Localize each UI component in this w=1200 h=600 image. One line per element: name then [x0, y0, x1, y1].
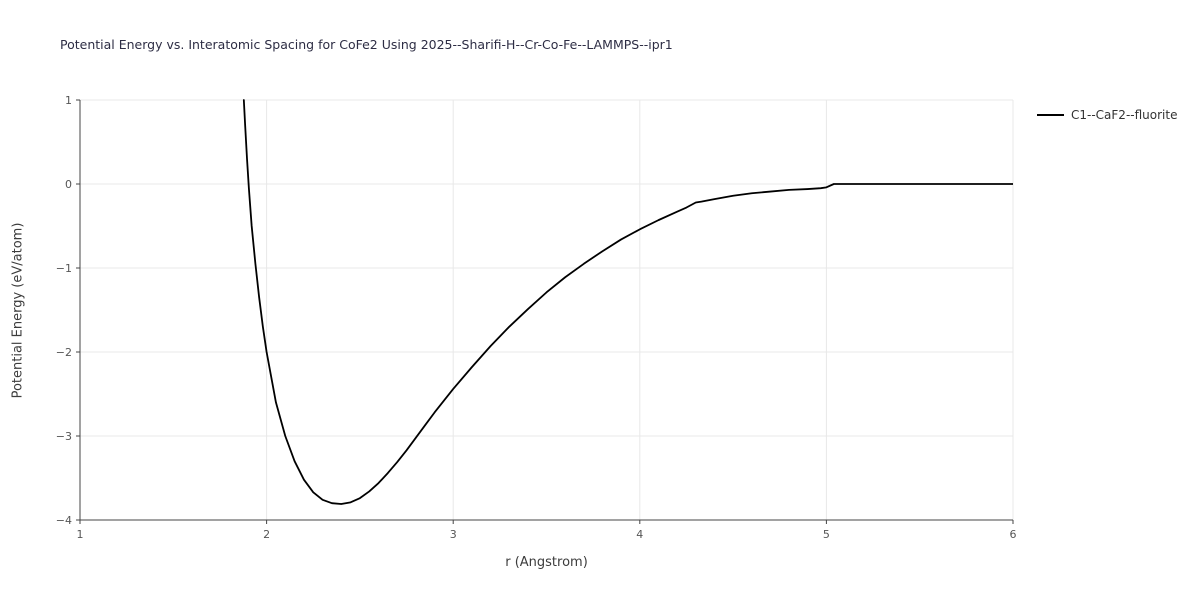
chart-title: Potential Energy vs. Interatomic Spacing… — [60, 37, 673, 52]
y-tick-label: −4 — [56, 514, 72, 527]
x-axis-label: r (Angstrom) — [505, 555, 588, 570]
legend-line-swatch — [1037, 114, 1064, 116]
x-tick-label: 4 — [636, 528, 643, 541]
y-tick-label: −3 — [56, 430, 72, 443]
x-tick-label: 5 — [823, 528, 830, 541]
legend-label: C1--CaF2--fluorite — [1071, 108, 1178, 122]
y-tick-label: −2 — [56, 346, 72, 359]
x-tick-label: 2 — [263, 528, 270, 541]
y-tick-label: 1 — [65, 94, 72, 107]
x-tick-label: 6 — [1010, 528, 1017, 541]
x-tick-label: 3 — [450, 528, 457, 541]
legend: C1--CaF2--fluorite — [1037, 108, 1177, 122]
series-line — [242, 99, 1013, 505]
y-tick-label: −1 — [56, 262, 72, 275]
y-tick-label: 0 — [65, 178, 72, 191]
x-tick-label: 1 — [77, 528, 84, 541]
y-axis-label: Potential Energy (eV/atom) — [10, 222, 26, 399]
